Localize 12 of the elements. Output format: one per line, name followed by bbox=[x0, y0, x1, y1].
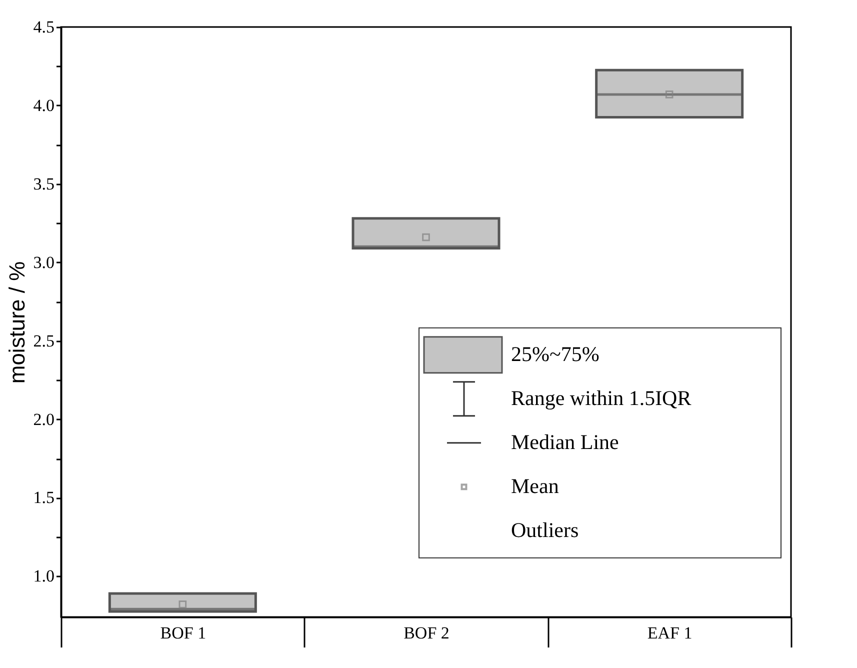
y-tick-label: 2.0 bbox=[33, 410, 54, 429]
y-axis-title: moisture / % bbox=[4, 261, 30, 384]
y-tick-label: 1.0 bbox=[33, 566, 54, 586]
x-tick-label: EAF 1 bbox=[647, 624, 692, 642]
y-tick-label: 4.0 bbox=[33, 96, 54, 115]
y-tick-label: 4.5 bbox=[33, 18, 54, 36]
y-tick-label: 1.5 bbox=[33, 488, 54, 508]
x-tick-label: BOF 2 bbox=[404, 624, 450, 642]
y-tick-label: 2.5 bbox=[33, 331, 54, 350]
y-tick-label: 3.0 bbox=[33, 252, 54, 272]
y-tick-label: 3.5 bbox=[33, 174, 54, 194]
x-tick-label: BOF 1 bbox=[160, 624, 206, 642]
